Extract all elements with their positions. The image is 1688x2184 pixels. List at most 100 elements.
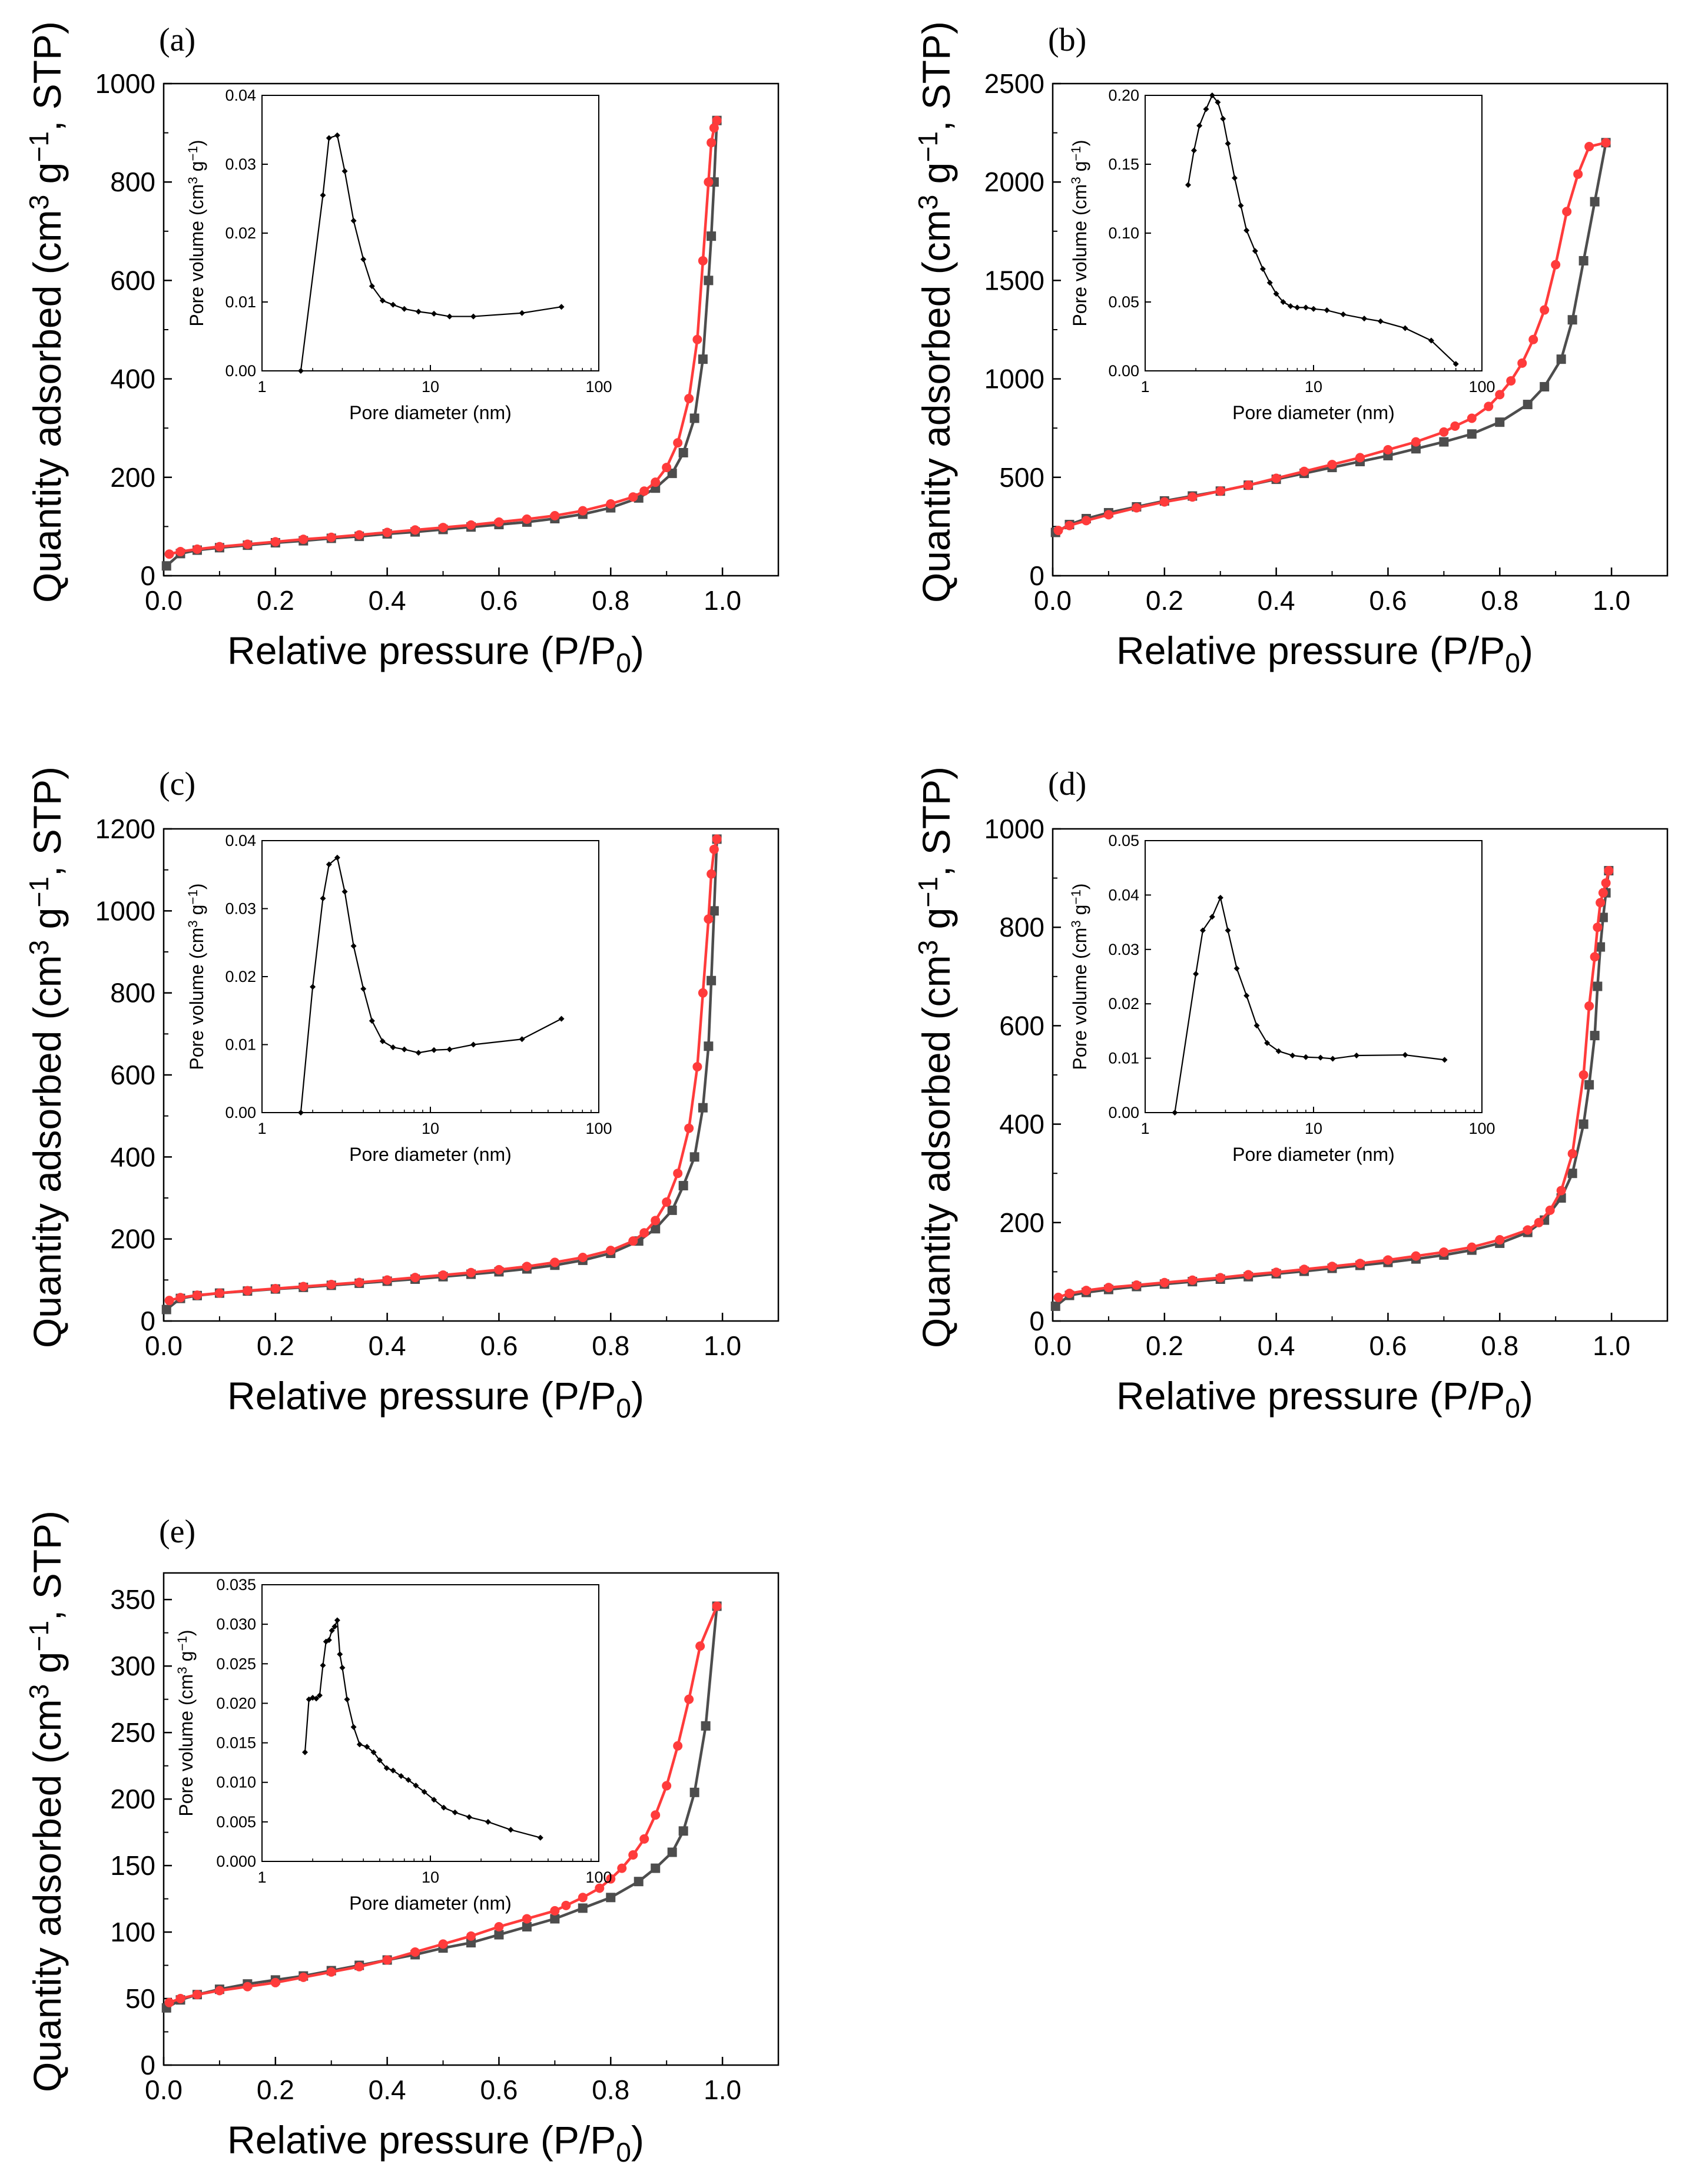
data-point (1103, 510, 1113, 520)
data-point (537, 1834, 543, 1841)
data-point (1584, 142, 1594, 152)
data-point (1441, 1057, 1448, 1063)
data-point (1203, 106, 1209, 112)
y-axis-label: Quantity adsorbed (cm3 g−1, STP) (913, 766, 958, 1348)
data-point (440, 1804, 447, 1811)
data-point (1193, 971, 1199, 977)
data-point (390, 301, 396, 308)
data-point (1428, 337, 1434, 344)
data-point (519, 310, 525, 316)
data-point (651, 1863, 661, 1873)
data-point (175, 1994, 185, 2004)
x-axis-label: Relative pressure (P/P0) (227, 1374, 644, 1423)
data-point (1377, 318, 1384, 324)
data-point (1596, 898, 1606, 908)
data-point (692, 334, 702, 344)
data-point (1355, 453, 1365, 463)
chart-panel-a: (a) 0.0 0.2 0.4 0.6 0.8 1.0 0 200 400 600 800 1000 Re… (24, 21, 780, 678)
y-axis-label: Quantity adsorbed (cm3 g−1, STP) (24, 1511, 69, 2092)
x-tick-label: 0.6 (1369, 1330, 1407, 1361)
data-point (354, 530, 364, 540)
data-point (689, 413, 699, 423)
data-point (354, 1277, 364, 1287)
data-point (354, 1961, 364, 1971)
data-point (360, 256, 367, 263)
y-tick-label: 300 (110, 1651, 155, 1681)
data-point (1132, 503, 1142, 513)
data-point (651, 477, 661, 487)
y-tick-label: 800 (110, 167, 155, 197)
data-point (161, 561, 171, 571)
data-point (704, 177, 714, 187)
data-point (334, 132, 340, 138)
data-point (1196, 122, 1203, 129)
data-point (316, 1692, 323, 1698)
inset-frame (261, 1584, 599, 1862)
data-point (1578, 1070, 1588, 1080)
data-point (698, 1103, 708, 1113)
inset-y-tick-label: 0.015 (216, 1734, 256, 1752)
series-desorption (1053, 866, 1614, 1302)
data-point (1495, 1235, 1505, 1245)
x-tick-label: 1.0 (704, 585, 741, 616)
data-point (1556, 354, 1566, 364)
y-tick-label: 150 (110, 1850, 155, 1881)
data-point (578, 1893, 588, 1903)
data-point (1439, 427, 1449, 437)
inset-y-tick-label: 0.010 (216, 1774, 256, 1791)
data-point (382, 527, 392, 537)
chart-panel-e: (e) 0.0 0.2 0.4 0.6 0.8 1.0 0 50 100 150 200 250 300 3… (24, 1511, 780, 2168)
data-point (1132, 1280, 1142, 1290)
data-point (431, 1047, 437, 1053)
data-point (1590, 952, 1600, 962)
data-point (161, 1305, 171, 1315)
x-tick-label: 0.0 (145, 585, 183, 616)
inset-y-tick-label: 0.01 (1108, 1050, 1139, 1067)
data-point (639, 1834, 649, 1844)
x-tick-label: 0.6 (1369, 585, 1407, 616)
data-point (390, 1044, 396, 1051)
inset-x-tick-label: 100 (585, 378, 612, 396)
data-point (1302, 304, 1309, 311)
data-point (398, 1773, 404, 1779)
data-point (326, 1637, 332, 1643)
data-point (326, 1967, 336, 1977)
data-point (413, 1783, 419, 1789)
y-tick-label: 400 (999, 1109, 1044, 1140)
data-point (415, 1050, 422, 1056)
y-tick-label: 400 (110, 1141, 155, 1172)
data-point (401, 1046, 407, 1053)
data-point (662, 1781, 672, 1791)
inset-y-tick-label: 0.025 (216, 1655, 256, 1672)
inset-x-tick-label: 1 (257, 1868, 266, 1886)
data-point (466, 520, 476, 530)
data-point (379, 1038, 386, 1044)
data-point (1495, 417, 1505, 427)
data-point (1266, 280, 1273, 286)
data-point (313, 1695, 320, 1702)
inset-x-tick-label: 10 (1305, 378, 1322, 396)
x-tick-label: 1.0 (704, 2075, 741, 2105)
data-point (350, 943, 357, 950)
data-point (673, 1169, 683, 1179)
data-point (1287, 303, 1294, 310)
data-point (561, 1900, 571, 1910)
data-point (446, 1046, 453, 1053)
data-point (522, 1914, 532, 1924)
data-point (214, 1986, 224, 1996)
data-point (1402, 325, 1408, 331)
data-point (320, 1662, 326, 1668)
data-point (302, 1749, 309, 1755)
data-point (466, 1938, 476, 1948)
data-point (606, 1874, 616, 1884)
data-point (558, 1015, 565, 1022)
inset-series-line (300, 856, 562, 1113)
data-point (639, 1228, 649, 1238)
data-point (320, 192, 326, 198)
inset-x-tick-label: 10 (422, 378, 439, 396)
data-point (667, 1205, 677, 1215)
data-point (508, 1827, 514, 1833)
data-point (452, 1809, 458, 1815)
data-point (1355, 1259, 1365, 1269)
